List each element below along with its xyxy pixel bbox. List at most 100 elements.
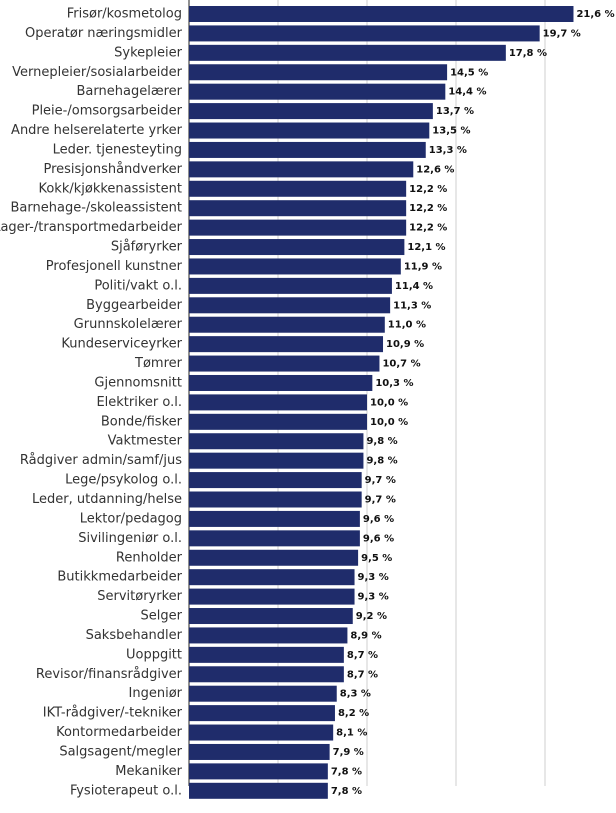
value-label: 19,7 %	[543, 28, 581, 39]
bar	[189, 374, 373, 391]
category-label: Ingeniør	[129, 686, 183, 701]
bars	[189, 6, 574, 799]
bar	[189, 627, 348, 644]
category-label: Barnehagelærer	[77, 84, 183, 99]
bar	[189, 219, 407, 236]
value-label: 9,7 %	[365, 495, 396, 506]
bar	[189, 316, 385, 333]
value-label: 14,4 %	[448, 87, 486, 98]
value-label: 10,0 %	[370, 397, 408, 408]
category-label: Barnehage-/skoleassistent	[11, 201, 183, 216]
bar	[189, 705, 335, 722]
category-label: Sjåføryrker	[111, 240, 183, 255]
value-label: 10,9 %	[386, 339, 424, 350]
value-label: 11,0 %	[388, 320, 426, 331]
bar	[189, 6, 574, 22]
category-label: Tømrer	[134, 356, 183, 371]
bar	[189, 103, 433, 120]
value-label: 8,9 %	[350, 630, 381, 641]
value-label: 7,8 %	[331, 786, 362, 797]
value-label: 11,4 %	[395, 281, 433, 292]
category-label: Fysioterapeut o.l.	[70, 783, 182, 798]
category-label: Politi/vakt o.l.	[94, 278, 182, 293]
bar	[189, 297, 391, 314]
bar	[189, 355, 380, 372]
category-label: Sykepleier	[114, 45, 182, 60]
value-label: 9,8 %	[366, 456, 397, 467]
bar	[189, 452, 364, 469]
value-label: 9,2 %	[356, 611, 387, 622]
value-label: 8,3 %	[340, 689, 371, 700]
value-label: 12,1 %	[407, 242, 445, 253]
category-label: Butikkmedarbeider	[57, 570, 182, 585]
value-labels: 21,6 % 19,7 % 17,8 % 14,5 % 14,4 % 13,7 % 13,5…	[331, 9, 615, 797]
value-label: 9,7 %	[365, 475, 396, 486]
bar	[189, 549, 359, 566]
category-label: Operatør næringsmidler	[25, 26, 183, 41]
value-label: 11,3 %	[393, 300, 431, 311]
bar	[189, 433, 364, 450]
value-label: 10,3 %	[375, 378, 413, 389]
value-label: 8,1 %	[336, 728, 367, 739]
value-label: 7,8 %	[331, 766, 362, 777]
category-label: Lager-/transportmedarbeider	[0, 220, 183, 235]
category-label: Kontormedarbeider	[56, 725, 183, 740]
bar	[189, 394, 367, 411]
category-label: Pleie-/omsorgsarbeider	[32, 104, 183, 119]
value-label: 12,6 %	[416, 164, 454, 175]
bar	[189, 122, 430, 139]
value-label: 8,7 %	[347, 650, 378, 661]
bar	[189, 743, 330, 760]
bar	[189, 336, 384, 353]
bar	[189, 685, 337, 702]
value-label: 9,3 %	[358, 572, 389, 583]
bar	[189, 161, 414, 178]
category-label: Vernepleier/sosialarbeider	[12, 65, 183, 80]
category-label: Profesjonell kunstner	[46, 259, 183, 274]
value-label: 14,5 %	[450, 67, 488, 78]
category-label: Lektor/pedagog	[80, 511, 182, 526]
category-label: Renholder	[116, 550, 183, 565]
category-label: Sivilingeniør o.l.	[78, 531, 182, 546]
value-label: 7,9 %	[333, 747, 364, 758]
category-label: Salgsagent/megler	[59, 744, 182, 759]
value-label: 8,2 %	[338, 708, 369, 719]
category-labels: Frisør/kosmetolog Operatør næringsmidler S…	[0, 7, 183, 799]
bar	[189, 277, 392, 294]
value-label: 9,6 %	[363, 533, 394, 544]
category-label: Elektriker o.l.	[96, 395, 182, 410]
bar	[189, 44, 506, 61]
bar	[189, 530, 360, 547]
bar	[189, 25, 540, 42]
bar	[189, 782, 328, 799]
bar	[189, 472, 362, 489]
category-label: Revisor/finansrådgiver	[36, 667, 183, 682]
value-label: 9,6 %	[363, 514, 394, 525]
bar	[189, 510, 360, 527]
value-label: 12,2 %	[409, 184, 447, 195]
category-label: Kundeserviceyrker	[61, 337, 182, 352]
value-label: 13,5 %	[432, 126, 470, 137]
category-label: Saksbehandler	[86, 628, 183, 643]
value-label: 12,2 %	[409, 223, 447, 234]
category-label: Frisør/kosmetolog	[67, 7, 182, 22]
category-label: Rådgiver admin/samf/jus	[20, 453, 182, 468]
category-label: Lege/psykolog o.l.	[65, 473, 182, 488]
bar	[189, 413, 367, 430]
value-label: 9,3 %	[358, 592, 389, 603]
bar	[189, 569, 355, 586]
value-label: 12,2 %	[409, 203, 447, 214]
value-label: 17,8 %	[509, 48, 547, 59]
category-label: Leder, utdanning/helse	[32, 492, 182, 507]
value-label: 10,0 %	[370, 417, 408, 428]
bar	[189, 258, 401, 275]
bar	[189, 491, 362, 508]
bar	[189, 608, 353, 625]
value-label: 13,3 %	[429, 145, 467, 156]
category-label: Servitøryrker	[97, 589, 182, 604]
bar	[189, 588, 355, 605]
category-label: Uoppgitt	[126, 647, 182, 662]
bar	[189, 64, 448, 81]
category-label: Mekaniker	[115, 764, 182, 779]
